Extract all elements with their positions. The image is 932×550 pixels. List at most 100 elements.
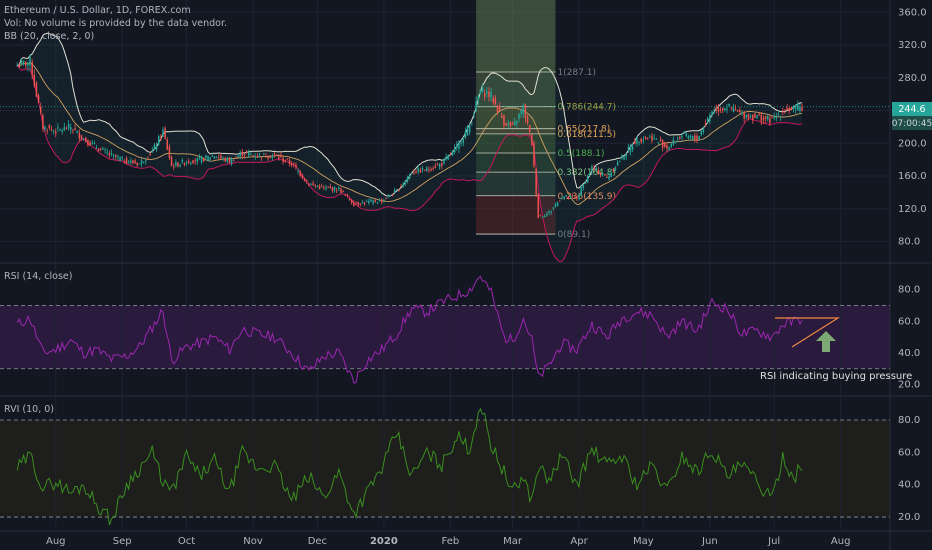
- candle-body[interactable]: [217, 157, 220, 159]
- candle-body[interactable]: [372, 200, 374, 204]
- candle-body[interactable]: [595, 168, 597, 171]
- candle-body[interactable]: [758, 113, 760, 116]
- candle-body[interactable]: [57, 127, 59, 129]
- candle-body[interactable]: [659, 139, 662, 142]
- candle-body[interactable]: [473, 113, 475, 115]
- candle-body[interactable]: [619, 161, 621, 162]
- candle-body[interactable]: [37, 95, 40, 103]
- candle-body[interactable]: [194, 160, 196, 162]
- candle-body[interactable]: [664, 142, 666, 147]
- candle-body[interactable]: [623, 156, 625, 160]
- candle-body[interactable]: [181, 159, 184, 162]
- candle-body[interactable]: [458, 141, 460, 149]
- candle-body[interactable]: [363, 202, 366, 204]
- candle-body[interactable]: [138, 163, 141, 165]
- candle-body[interactable]: [584, 183, 587, 185]
- candle-body[interactable]: [142, 161, 145, 163]
- candle-body[interactable]: [644, 137, 647, 139]
- candle-body[interactable]: [275, 154, 278, 156]
- candle-body[interactable]: [190, 163, 192, 164]
- candle-body[interactable]: [571, 195, 574, 197]
- candle-body[interactable]: [636, 136, 638, 144]
- candle-body[interactable]: [166, 139, 169, 150]
- candle-body[interactable]: [777, 114, 780, 116]
- candle-body[interactable]: [687, 136, 690, 139]
- candle-body[interactable]: [87, 139, 89, 146]
- candle-body[interactable]: [681, 135, 683, 138]
- candle-body[interactable]: [222, 157, 224, 159]
- candle-body[interactable]: [578, 194, 580, 199]
- candle-body[interactable]: [754, 113, 756, 118]
- candle-body[interactable]: [552, 207, 555, 209]
- candle-body[interactable]: [301, 174, 304, 179]
- candle-body[interactable]: [398, 189, 400, 191]
- candle-body[interactable]: [67, 123, 70, 129]
- candle-body[interactable]: [513, 121, 516, 126]
- candle-body[interactable]: [764, 116, 767, 119]
- candle-body[interactable]: [213, 156, 216, 159]
- candle-body[interactable]: [209, 157, 211, 160]
- candle-body[interactable]: [267, 157, 269, 159]
- candle-body[interactable]: [16, 65, 18, 67]
- candle-body[interactable]: [160, 136, 162, 138]
- candle-body[interactable]: [505, 123, 507, 126]
- candle-body[interactable]: [438, 163, 441, 168]
- candle-body[interactable]: [507, 123, 510, 125]
- candle-body[interactable]: [215, 157, 218, 159]
- candle-body[interactable]: [39, 106, 42, 113]
- candle-body[interactable]: [395, 189, 398, 191]
- candle-body[interactable]: [443, 159, 445, 165]
- candle-body[interactable]: [95, 148, 98, 150]
- candle-body[interactable]: [72, 129, 74, 131]
- candle-body[interactable]: [415, 171, 417, 173]
- candle-body[interactable]: [127, 162, 130, 164]
- candle-body[interactable]: [743, 111, 745, 119]
- candle-body[interactable]: [155, 145, 158, 150]
- candle-body[interactable]: [481, 87, 484, 92]
- candle-body[interactable]: [310, 184, 312, 186]
- candle-body[interactable]: [393, 190, 396, 193]
- candle-body[interactable]: [24, 61, 27, 66]
- candle-body[interactable]: [434, 166, 437, 168]
- candle-body[interactable]: [756, 115, 758, 119]
- candle-body[interactable]: [490, 91, 492, 98]
- candle-body[interactable]: [200, 156, 203, 163]
- candle-body[interactable]: [747, 114, 750, 119]
- candle-body[interactable]: [539, 215, 542, 217]
- candle-body[interactable]: [344, 194, 347, 196]
- candle-body[interactable]: [177, 162, 179, 167]
- candle-body[interactable]: [239, 152, 241, 157]
- candle-body[interactable]: [408, 174, 411, 179]
- candle-body[interactable]: [548, 211, 550, 214]
- candle-body[interactable]: [496, 105, 499, 113]
- candle-body[interactable]: [123, 161, 126, 163]
- candle-body[interactable]: [769, 118, 771, 124]
- candle-body[interactable]: [269, 156, 271, 158]
- candle-body[interactable]: [327, 186, 329, 188]
- candle-body[interactable]: [606, 177, 608, 178]
- candle-body[interactable]: [582, 184, 585, 189]
- candle-body[interactable]: [342, 190, 344, 192]
- candle-body[interactable]: [286, 158, 289, 160]
- candle-body[interactable]: [646, 138, 649, 140]
- candle-body[interactable]: [528, 125, 531, 132]
- candle-body[interactable]: [441, 163, 443, 166]
- candle-body[interactable]: [706, 118, 709, 122]
- candle-body[interactable]: [464, 131, 467, 139]
- candle-body[interactable]: [543, 216, 546, 217]
- candle-body[interactable]: [185, 162, 188, 164]
- candle-body[interactable]: [468, 125, 471, 133]
- candle-body[interactable]: [471, 121, 473, 123]
- candle-body[interactable]: [402, 183, 404, 187]
- candle-body[interactable]: [258, 154, 261, 156]
- candle-body[interactable]: [125, 158, 128, 165]
- candle-body[interactable]: [320, 186, 323, 188]
- candle-body[interactable]: [55, 131, 57, 134]
- candle-body[interactable]: [145, 160, 147, 162]
- candle-body[interactable]: [550, 211, 552, 213]
- candle-body[interactable]: [726, 108, 728, 110]
- candle-body[interactable]: [432, 167, 434, 169]
- candle-body[interactable]: [717, 107, 720, 112]
- candle-body[interactable]: [773, 116, 775, 118]
- candle-body[interactable]: [318, 185, 321, 189]
